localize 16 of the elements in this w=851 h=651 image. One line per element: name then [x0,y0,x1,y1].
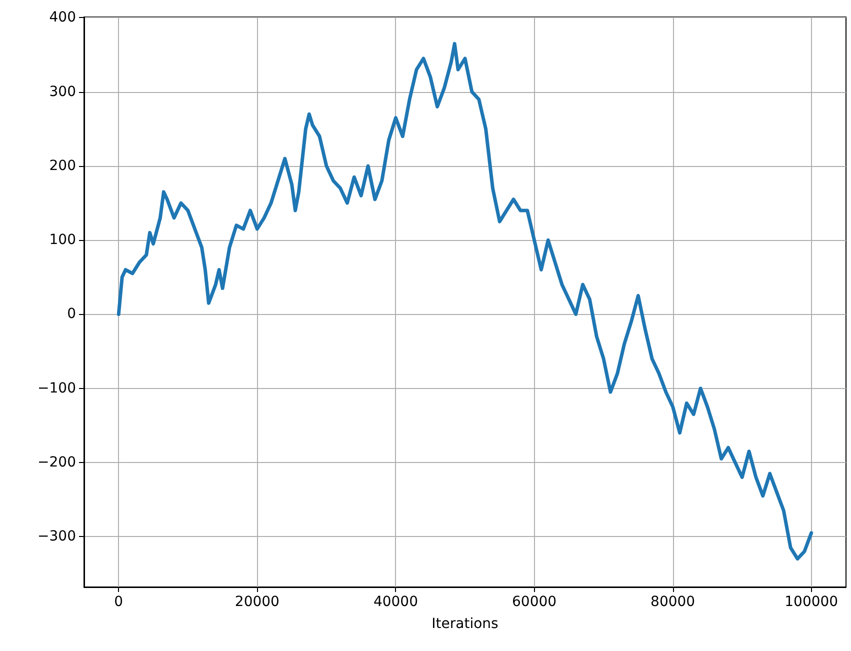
x-tick-label: 0 [114,594,124,610]
x-tick-label: 100000 [784,594,838,610]
y-tick-label: 100 [49,232,76,248]
y-tick-label: 400 [49,10,76,26]
y-tick-label: −200 [38,454,76,470]
line-series [116,42,814,561]
x-tick-label: 80000 [650,594,696,610]
y-tick-label: −100 [38,380,76,396]
x-tick-label: 40000 [373,594,418,610]
y-tick-label: 200 [49,158,76,174]
x-axis-title: Iterations [432,616,498,632]
y-tick-label: 0 [67,306,76,322]
x-tick-label: 20000 [234,594,280,610]
y-tick-label: 300 [49,84,76,100]
y-tick-label: −300 [38,528,76,545]
x-tick-label: 60000 [512,594,557,610]
